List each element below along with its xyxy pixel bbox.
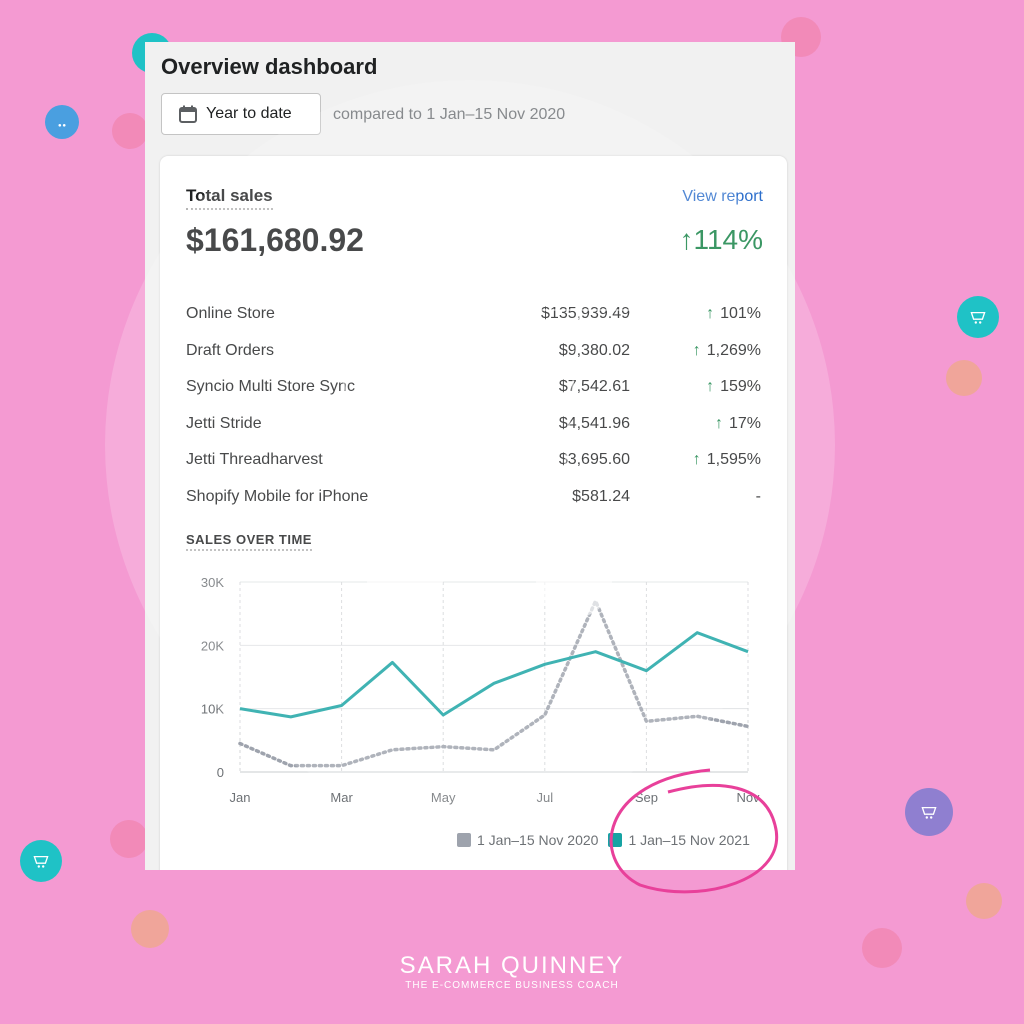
channel-name: Jetti Threadharvest [186,451,323,469]
chart-legend: 1 Jan–15 Nov 2020 1 Jan–15 Nov 2021 [457,832,750,848]
card-title[interactable]: Total sales [186,186,273,210]
date-range-button[interactable]: Year to date [161,93,321,135]
legend-label-2021: 1 Jan–15 Nov 2021 [628,832,750,848]
cart-dot-icon [45,105,79,139]
page-title: Overview dashboard [161,54,378,79]
channel-change-value: 17% [728,414,761,432]
up-arrow-icon: ↑ [706,305,715,323]
up-arrow-icon: ↑ [714,414,723,432]
x-tick-label: Jan [230,790,251,805]
series-line-2021 [239,631,749,719]
calendar-icon [179,105,197,123]
sales-over-time-title[interactable]: SALES OVER TIME [186,532,312,551]
total-sales-value: $161,680.92 [186,222,364,258]
channel-change-value: 1,595% [706,451,761,469]
total-sales-card: Total sales View report $161,680.92 ↑114… [160,156,787,870]
cart-dot-icon [131,910,169,948]
x-tick-label: Jul [536,790,553,805]
brand-name: SARAH QUINNEY [399,952,625,979]
channel-change: - [630,488,761,506]
y-tick-label: 30K [201,575,224,590]
channel-change-value: 101% [720,305,761,323]
cart-dot-icon [905,788,953,836]
date-range-label: Year to date [206,105,292,122]
brand-tagline: THE E-COMMERCE BUSINESS COACH [405,980,619,991]
legend-swatch-2020 [457,833,471,847]
channel-change-value: 159% [720,378,761,396]
legend-label-2020: 1 Jan–15 Nov 2020 [477,832,599,848]
channel-change: ↑ 159% [630,378,761,396]
x-tick-label: Sep [635,790,658,805]
view-report-link[interactable]: View report [682,188,763,205]
cart-dot-icon [862,928,902,968]
up-arrow-icon: ↑ [706,378,715,396]
channel-name: Jetti Stride [186,414,262,432]
y-tick-label: 20K [201,638,224,653]
x-tick-label: Nov [736,790,760,805]
channel-change: ↑ 101% [630,305,761,323]
y-tick-label: 10K [201,702,224,717]
series-line-2020 [238,599,750,768]
compare-text: compared to 1 Jan–15 Nov 2020 [333,106,566,123]
y-tick-label: 0 [217,765,224,780]
dashboard-panel: Overview dashboard Year to date compared… [145,42,795,870]
sales-over-time-chart: 30K 20K 10K 0 Jan Mar May Jul Sep Nov [201,575,760,805]
cart-dot-icon [946,360,982,396]
channel-change-value: - [755,487,761,505]
x-tick-label: May [431,790,456,805]
channel-change-value: 1,269% [706,341,761,359]
x-tick-label: Mar [330,790,353,805]
cart-dot-icon [20,840,62,882]
legend-swatch-2021 [608,833,623,847]
total-sales-change: ↑114% [679,224,763,255]
channel-change: ↑ 17% [630,415,761,433]
cart-dot-icon [957,296,999,338]
channel-name: Draft Orders [186,341,275,359]
cart-dot-icon [966,883,1002,919]
cart-dot-icon [112,113,148,149]
cart-dot-icon [110,820,148,858]
channel-name: Online Store [186,305,275,323]
